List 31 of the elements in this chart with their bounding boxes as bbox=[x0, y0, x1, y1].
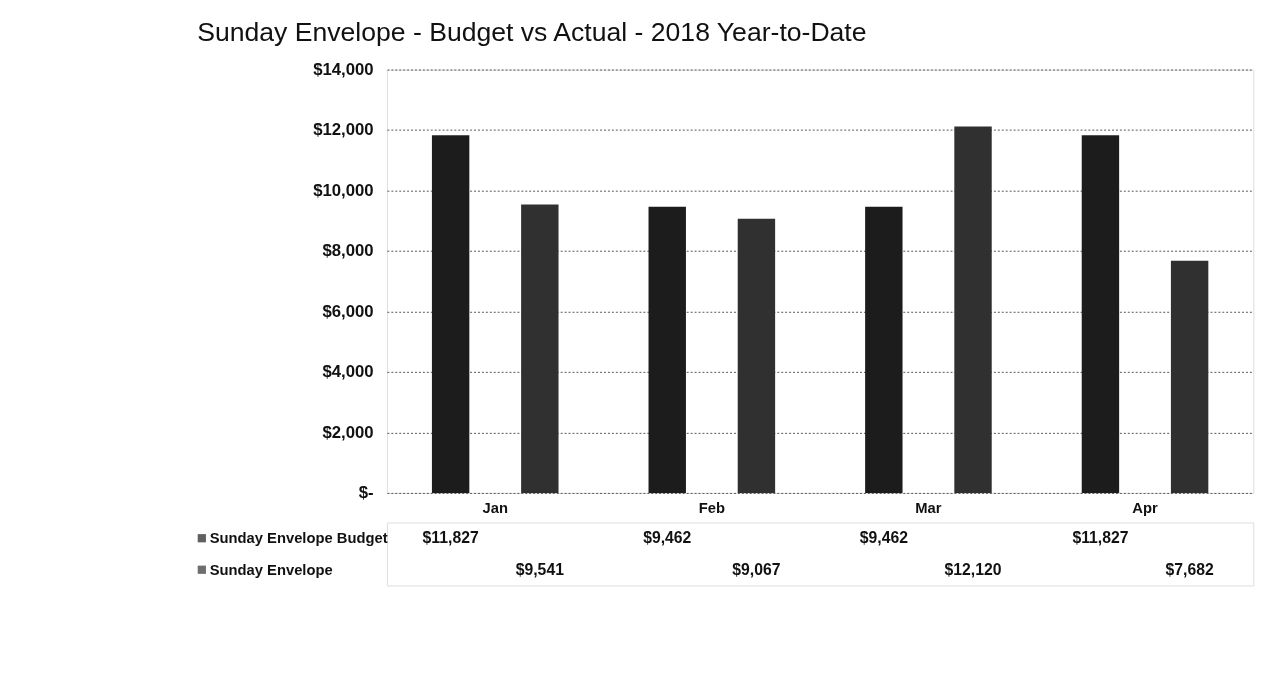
x-tick-label: Apr bbox=[1132, 500, 1158, 517]
y-tick-label: $- bbox=[358, 483, 374, 503]
data-label: $9,462 bbox=[859, 529, 909, 547]
legend-label: Sunday Envelope bbox=[209, 561, 333, 578]
y-tick-label: $14,000 bbox=[313, 60, 374, 79]
data-label: $9,541 bbox=[515, 560, 565, 578]
bar bbox=[1170, 260, 1209, 493]
y-tick-label: $8,000 bbox=[322, 241, 374, 261]
data-label: $9,462 bbox=[643, 529, 692, 547]
y-tick-label: $10,000 bbox=[313, 180, 374, 200]
bar bbox=[1081, 135, 1120, 493]
data-label: $7,682 bbox=[1165, 560, 1214, 578]
chart-title: Sunday Envelope - Budget vs Actual - 2018 Year-to-Date bbox=[197, 16, 867, 47]
bar bbox=[521, 204, 559, 493]
data-label: $11,827 bbox=[422, 529, 479, 547]
bar bbox=[865, 206, 903, 493]
x-tick-label: Mar bbox=[915, 500, 942, 517]
bar bbox=[954, 126, 992, 493]
bar bbox=[431, 135, 470, 493]
legend-label: Sunday Envelope Budget bbox=[209, 530, 388, 547]
bar bbox=[737, 218, 776, 493]
x-tick-label: Jan bbox=[482, 500, 508, 517]
bar bbox=[648, 206, 686, 493]
data-label: $12,120 bbox=[944, 560, 1002, 578]
x-tick-label: Feb bbox=[698, 500, 725, 517]
y-tick-label: $6,000 bbox=[322, 301, 374, 321]
y-tick-label: $4,000 bbox=[322, 362, 374, 382]
data-label: $11,827 bbox=[1072, 529, 1129, 547]
y-tick-label: $2,000 bbox=[322, 422, 374, 442]
data-label: $9,067 bbox=[732, 560, 781, 578]
y-tick-label: $12,000 bbox=[313, 120, 374, 140]
